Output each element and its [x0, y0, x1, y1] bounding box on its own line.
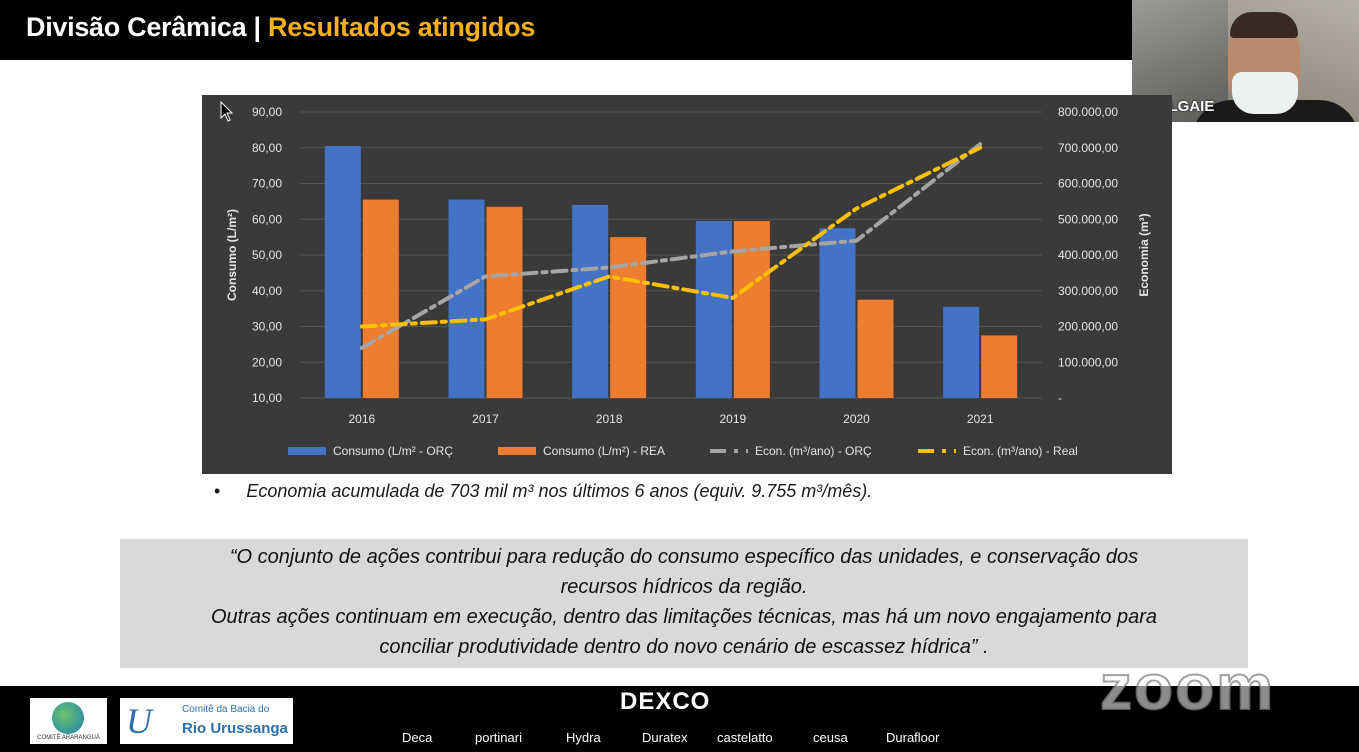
x-tick-label: 2017: [472, 412, 499, 426]
legend-label: Consumo (L/m² - ORÇ: [333, 444, 453, 458]
line-econ-orc: [359, 142, 983, 350]
mouse-cursor-icon: [220, 101, 234, 122]
participant-mask: [1232, 72, 1298, 114]
bar-orc: [448, 199, 485, 398]
participant-hair: [1230, 12, 1298, 38]
quote-line-3: Outras ações continuam em execução, dent…: [210, 606, 1158, 628]
y-left-tick-label: 90,00: [252, 105, 282, 119]
x-tick-label: 2019: [719, 412, 746, 426]
y-left-tick-label: 30,00: [252, 320, 282, 334]
bar-orc: [819, 228, 856, 398]
logo2-line1: Comitê da Bacia do: [182, 704, 270, 715]
bar-orc: [943, 306, 980, 398]
legend-label: Consumo (L/m²) - REA: [543, 444, 665, 458]
consumption-chart: 90,00 80,00 70,00 60,00 50,00 40,00 30,00 20,00…: [202, 95, 1172, 474]
slide-title: Divisão Cerâmica | Resultados atingidos: [26, 12, 535, 43]
title-main: Divisão Cerâmica: [26, 12, 247, 42]
y-left-tick-label: 70,00: [252, 177, 282, 191]
y-right-tick-label: 100.000,00: [1058, 355, 1118, 369]
y-right-tick-label: 600.000,00: [1058, 177, 1118, 191]
bar-rea: [981, 335, 1018, 398]
quote-line-4: conciliar produtividade dentro do novo c…: [379, 636, 989, 658]
title-highlight: Resultados atingidos: [268, 12, 536, 42]
slide-footer: COMITÊ ARARANGUÁ U Comitê da Bacia do Ri…: [0, 686, 1359, 752]
bar-rea: [486, 206, 523, 398]
y-right-tick-label: 300.000,00: [1058, 284, 1118, 298]
brand-hydra: Hydra: [566, 730, 601, 745]
brand-list: Deca portinari Hydra Duratex castelatto …: [0, 730, 1000, 748]
u-mark-icon: U: [126, 701, 152, 741]
bar-orc: [572, 204, 609, 398]
brand-duratex: Duratex: [642, 730, 688, 745]
y-right-tick-label: 500.000,00: [1058, 212, 1118, 226]
x-tick-label: 2018: [596, 412, 623, 426]
y-right-tick-label: 700.000,00: [1058, 141, 1118, 155]
quote-line-1: “O conjunto de ações contribui para redu…: [229, 546, 1139, 568]
legend-label: Econ. (m³/ano) - Real: [963, 444, 1078, 458]
brand-castelatto: castelatto: [717, 730, 773, 745]
y-left-axis-label: Consumo (L/m²): [225, 209, 239, 301]
quote-box: “O conjunto de ações contribui para redu…: [120, 539, 1248, 668]
legend-swatch: [288, 447, 326, 455]
x-tick-label: 2021: [967, 412, 994, 426]
y-left-tick-label: 40,00: [252, 284, 282, 298]
bullet-symbol: •: [214, 481, 221, 501]
y-right-axis-label: Economia (m³): [1137, 213, 1151, 296]
x-tick-label: 2016: [348, 412, 375, 426]
bullet-text: Economia acumulada de 703 mil m³ nos últ…: [246, 481, 873, 501]
comite-ararangua-logo: COMITÊ ARARANGUÁ: [30, 698, 107, 744]
chart-svg: 90,00 80,00 70,00 60,00 50,00 40,00 30,00 20,00…: [225, 105, 1151, 458]
y-left-tick-label: 60,00: [252, 212, 282, 226]
y-left-tick-label: 20,00: [252, 355, 282, 369]
bar-orc: [695, 221, 732, 398]
globe-icon: [52, 702, 84, 734]
bullet-economia: • Economia acumulada de 703 mil m³ nos úl…: [214, 481, 872, 502]
logo2-line2: Rio Urussanga: [182, 720, 288, 737]
quote-line-2: recursos hídricos da região.: [560, 576, 808, 598]
y-right-tick-label: 800.000,00: [1058, 105, 1118, 119]
bar-rea: [362, 199, 399, 398]
zoom-watermark: zoom: [1099, 650, 1276, 724]
x-tick-label: 2020: [843, 412, 870, 426]
dexco-logo: DEXCO: [620, 688, 711, 715]
y-left-tick-label: 10,00: [252, 391, 282, 405]
legend-swatch: [498, 447, 536, 455]
legend-label: Econ. (m³/ano) - ORÇ: [755, 444, 872, 458]
y-left-tick-label: 80,00: [252, 141, 282, 155]
brand-durafloor: Durafloor: [886, 730, 940, 745]
y-right-tick-label: 400.000,00: [1058, 248, 1118, 262]
logo1-text: COMITÊ ARARANGUÁ: [37, 735, 100, 741]
y-right-tick-label: -: [1058, 391, 1062, 405]
title-separator: |: [246, 12, 268, 42]
y-left-tick-label: 50,00: [252, 248, 282, 262]
y-right-tick-label: 200.000,00: [1058, 320, 1118, 334]
brand-portinari: portinari: [475, 730, 522, 745]
bar-rea: [610, 237, 647, 398]
bar-rea: [857, 299, 894, 398]
bar-orc: [324, 145, 361, 398]
line-econ-real: [359, 145, 983, 329]
brand-deca: Deca: [402, 730, 433, 745]
comite-urussanga-logo: U Comitê da Bacia do Rio Urussanga: [120, 698, 293, 744]
brand-ceusa: ceusa: [813, 730, 848, 745]
